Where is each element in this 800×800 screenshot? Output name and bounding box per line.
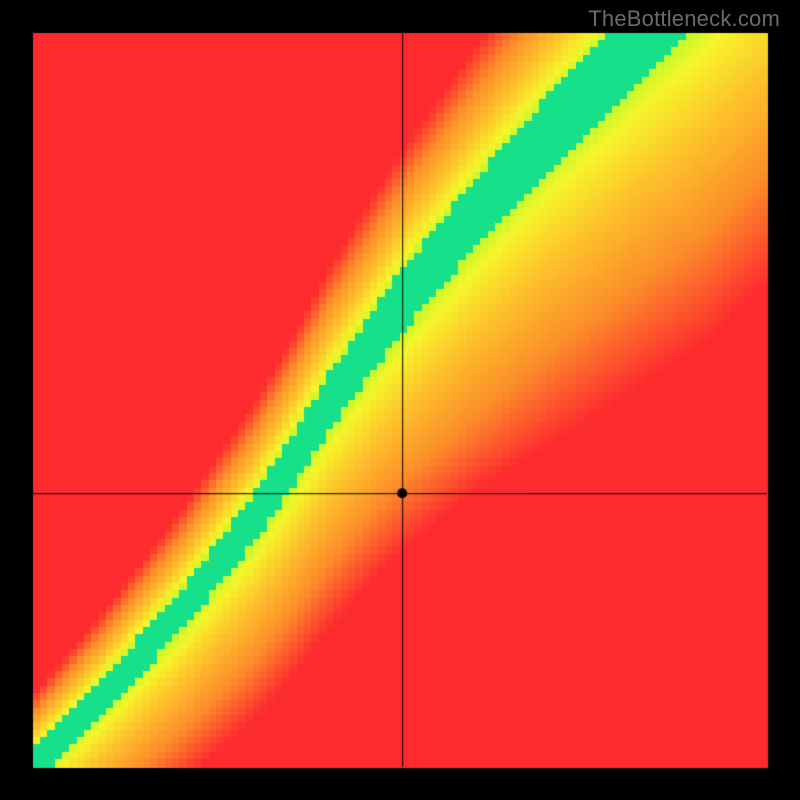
chart-container: TheBottleneck.com	[0, 0, 800, 800]
heatmap-canvas	[0, 0, 800, 800]
watermark-text: TheBottleneck.com	[588, 6, 780, 32]
